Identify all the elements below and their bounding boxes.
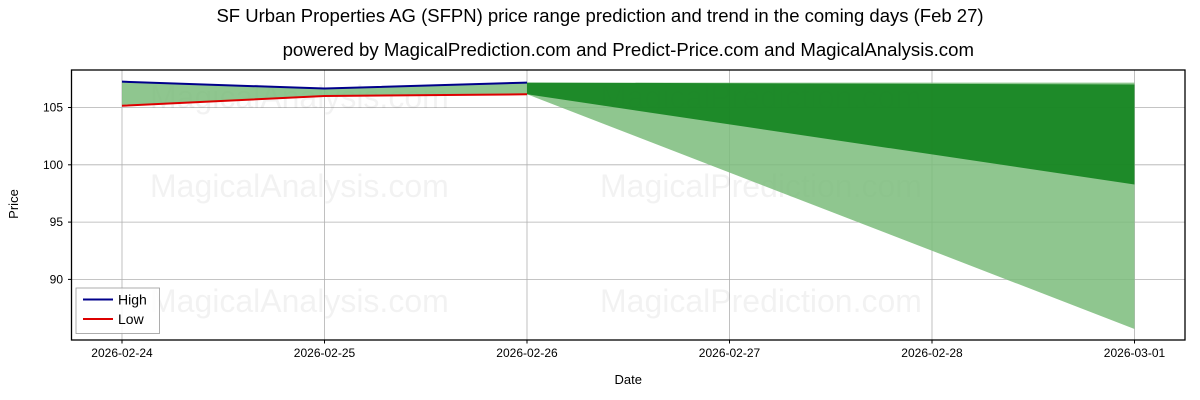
svg-text:Low: Low (118, 311, 145, 327)
svg-text:MagicalPrediction.com: MagicalPrediction.com (600, 283, 922, 319)
svg-text:2026-02-25: 2026-02-25 (294, 346, 356, 360)
svg-text:MagicalAnalysis.com: MagicalAnalysis.com (150, 283, 449, 319)
svg-text:2026-02-28: 2026-02-28 (901, 346, 963, 360)
svg-text:powered by MagicalPrediction.c: powered by MagicalPrediction.com and Pre… (283, 39, 974, 60)
svg-text:100: 100 (43, 158, 63, 172)
svg-text:2026-02-27: 2026-02-27 (699, 346, 761, 360)
svg-text:SF Urban Properties AG (SFPN): SF Urban Properties AG (SFPN) price rang… (216, 5, 983, 26)
svg-text:105: 105 (43, 101, 63, 115)
svg-text:90: 90 (50, 272, 64, 286)
svg-text:High: High (118, 292, 147, 308)
svg-text:Date: Date (615, 372, 642, 387)
svg-text:95: 95 (50, 215, 64, 229)
svg-text:Price: Price (6, 189, 21, 219)
svg-text:2026-03-01: 2026-03-01 (1104, 346, 1166, 360)
svg-text:MagicalAnalysis.com: MagicalAnalysis.com (150, 168, 449, 204)
svg-text:2026-02-26: 2026-02-26 (496, 346, 558, 360)
svg-text:2026-02-24: 2026-02-24 (91, 346, 153, 360)
